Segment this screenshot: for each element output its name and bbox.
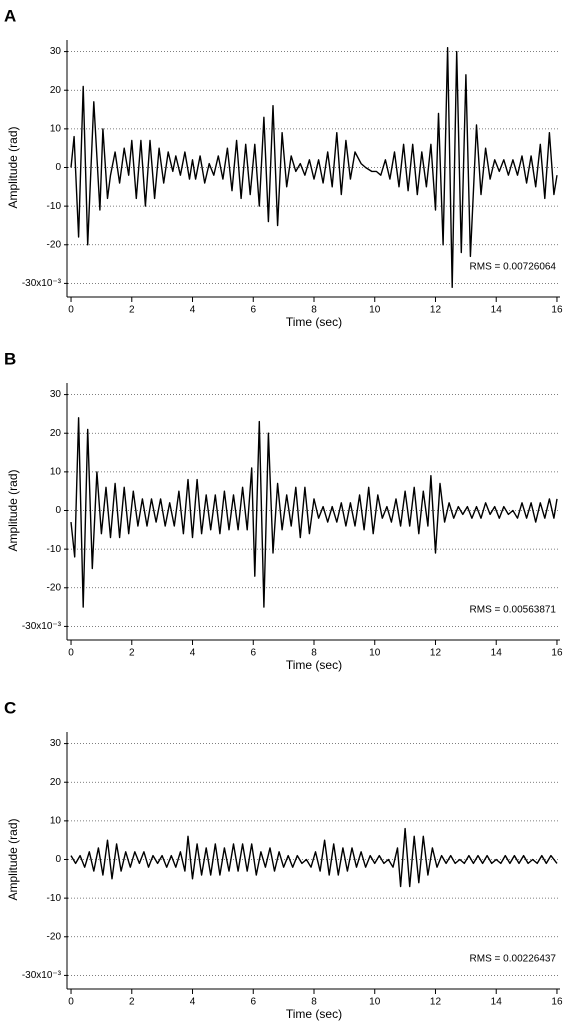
x-tick-label: 4 [190, 997, 196, 1008]
x-axis-label: Time (sec) [286, 315, 342, 329]
y-tick-label: 20 [50, 85, 62, 96]
y-tick-label: 10 [50, 467, 62, 478]
x-tick-label: 2 [129, 305, 135, 316]
x-tick-label: 16 [551, 648, 563, 659]
x-tick-label: 8 [311, 997, 317, 1008]
x-tick-label: 2 [129, 997, 135, 1008]
y-tick-label: 20 [50, 777, 62, 788]
x-tick-label: 16 [551, 997, 563, 1008]
x-tick-label: 14 [491, 997, 503, 1008]
y-tick-label: -10 [47, 893, 62, 904]
y-tick-label: 20 [50, 428, 62, 439]
y-tick-label: 30 [50, 738, 62, 749]
x-tick-label: 0 [68, 997, 74, 1008]
y-tick-label: -20 [47, 931, 62, 942]
y-tick-label: 30 [50, 46, 62, 57]
waveform [70, 417, 558, 608]
x-tick-label: 10 [369, 997, 381, 1008]
x-tick-label: 4 [190, 305, 196, 316]
y-tick-label: -10 [47, 201, 62, 212]
x-tick-label: 8 [311, 648, 317, 659]
x-tick-label: 6 [250, 648, 256, 659]
x-tick-label: 14 [491, 648, 503, 659]
y-tick-label: 30 [50, 389, 62, 400]
x-tick-label: 10 [369, 305, 381, 316]
y-tick-label: 10 [50, 124, 62, 135]
y-tick-label: 10 [50, 816, 62, 827]
x-axis-label: Time (sec) [286, 658, 342, 672]
y-axis-label: Amplitude (rad) [6, 469, 20, 551]
y-tick-label: 0 [55, 162, 61, 173]
y-tick-label: -10 [47, 544, 62, 555]
x-tick-label: 16 [551, 305, 563, 316]
x-axis-label: Time (sec) [286, 1007, 342, 1021]
x-tick-label: 6 [250, 305, 256, 316]
x-tick-label: 14 [491, 305, 503, 316]
x-tick-label: 2 [129, 648, 135, 659]
x-tick-label: 0 [68, 305, 74, 316]
x-tick-label: 12 [430, 997, 442, 1008]
panel-label: A [4, 6, 16, 25]
x-tick-label: 12 [430, 648, 442, 659]
y-tick-label: 0 [55, 854, 61, 865]
y-tick-label: -20 [47, 582, 62, 593]
panel-label: C [4, 698, 16, 717]
x-tick-label: 10 [369, 648, 381, 659]
x-tick-label: 0 [68, 648, 74, 659]
y-tick-label: -20 [47, 239, 62, 250]
y-axis-label: Amplitude (rad) [6, 818, 20, 900]
x-tick-label: 6 [250, 997, 256, 1008]
x-tick-label: 12 [430, 305, 442, 316]
y-axis-label: Amplitude (rad) [6, 126, 20, 208]
y-tick-label: -30x10⁻³ [22, 278, 62, 289]
y-tick-label: -30x10⁻³ [22, 621, 62, 632]
y-tick-label: -30x10⁻³ [22, 970, 62, 981]
waveform [70, 47, 558, 288]
panel-label: B [4, 349, 16, 368]
y-tick-label: 0 [55, 505, 61, 516]
waveform [70, 827, 558, 888]
rms-annotation: RMS = 0.00563871 [470, 605, 557, 616]
rms-annotation: RMS = 0.00726064 [470, 262, 557, 273]
rms-annotation: RMS = 0.00226437 [470, 954, 557, 965]
x-tick-label: 8 [311, 305, 317, 316]
x-tick-label: 4 [190, 648, 196, 659]
